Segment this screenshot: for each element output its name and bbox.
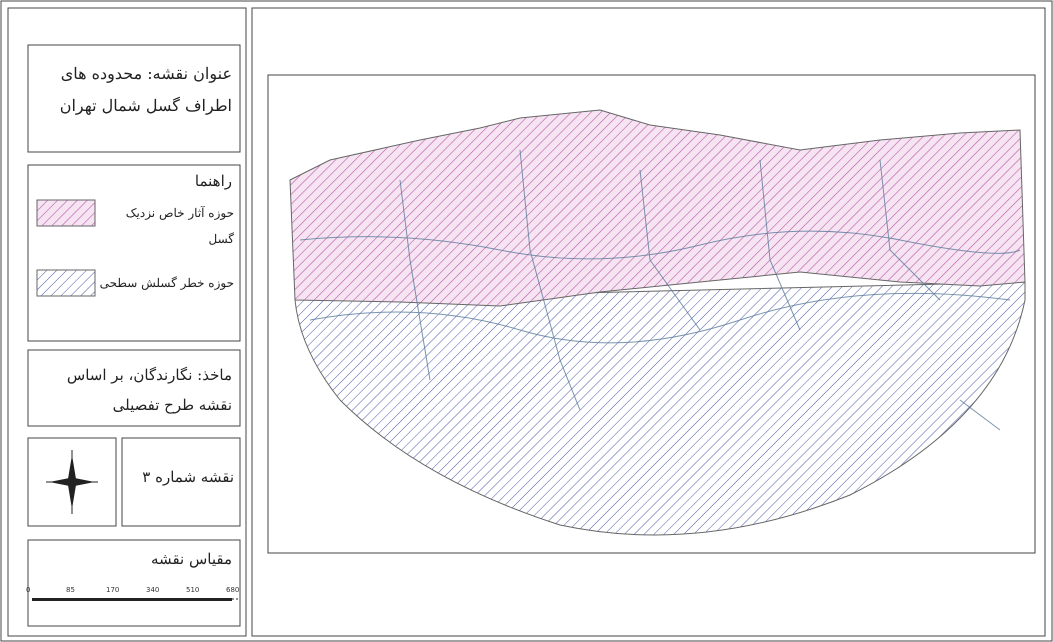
scale-title: مقیاس نقشه <box>151 550 232 568</box>
source-box <box>27 349 241 427</box>
scale-bar <box>32 598 240 601</box>
scale-label: 0 <box>26 586 31 594</box>
legend-label: حوزه آثار خاص نزدیک گسل <box>125 206 234 246</box>
map-title: عنوان نقشه: محدوده های اطراف گسل شمال ته… <box>36 58 232 122</box>
scale-box <box>27 539 241 627</box>
side-panel <box>7 7 247 637</box>
source-line: نقشه طرح تفصیلی <box>112 396 232 414</box>
scale-label: 680 <box>226 586 240 594</box>
legend-swatch <box>36 199 96 227</box>
scale-label: 510 <box>186 586 200 594</box>
legend-label: حوزه خطر گسلش سطحی <box>99 276 234 290</box>
title-line: اطراف گسل شمال تهران <box>59 96 232 115</box>
scale-label: 340 <box>146 586 160 594</box>
number-box <box>121 437 241 527</box>
scale-label: 85 <box>66 586 75 594</box>
source-line: ماخذ: نگارندگان، بر اساس <box>66 366 232 384</box>
scale-label: 170 <box>106 586 120 594</box>
surface-hazard-zone <box>294 281 1026 536</box>
title-line: عنوان نقشه: محدوده های <box>60 64 232 83</box>
title-box <box>27 44 241 153</box>
north-box <box>27 437 117 527</box>
map-panel <box>251 7 1046 637</box>
map-number: نقشه شماره ۳ <box>142 468 234 486</box>
network-lines <box>299 149 1021 431</box>
near-fault-zone <box>289 109 1026 307</box>
legend-swatch <box>36 269 96 297</box>
legend-box <box>27 164 241 342</box>
legend-title: راهنما <box>194 172 232 190</box>
source: ماخذ: نگارندگان، بر اساس نقشه طرح تفصیلی <box>36 360 232 420</box>
north-arrow <box>46 450 98 514</box>
